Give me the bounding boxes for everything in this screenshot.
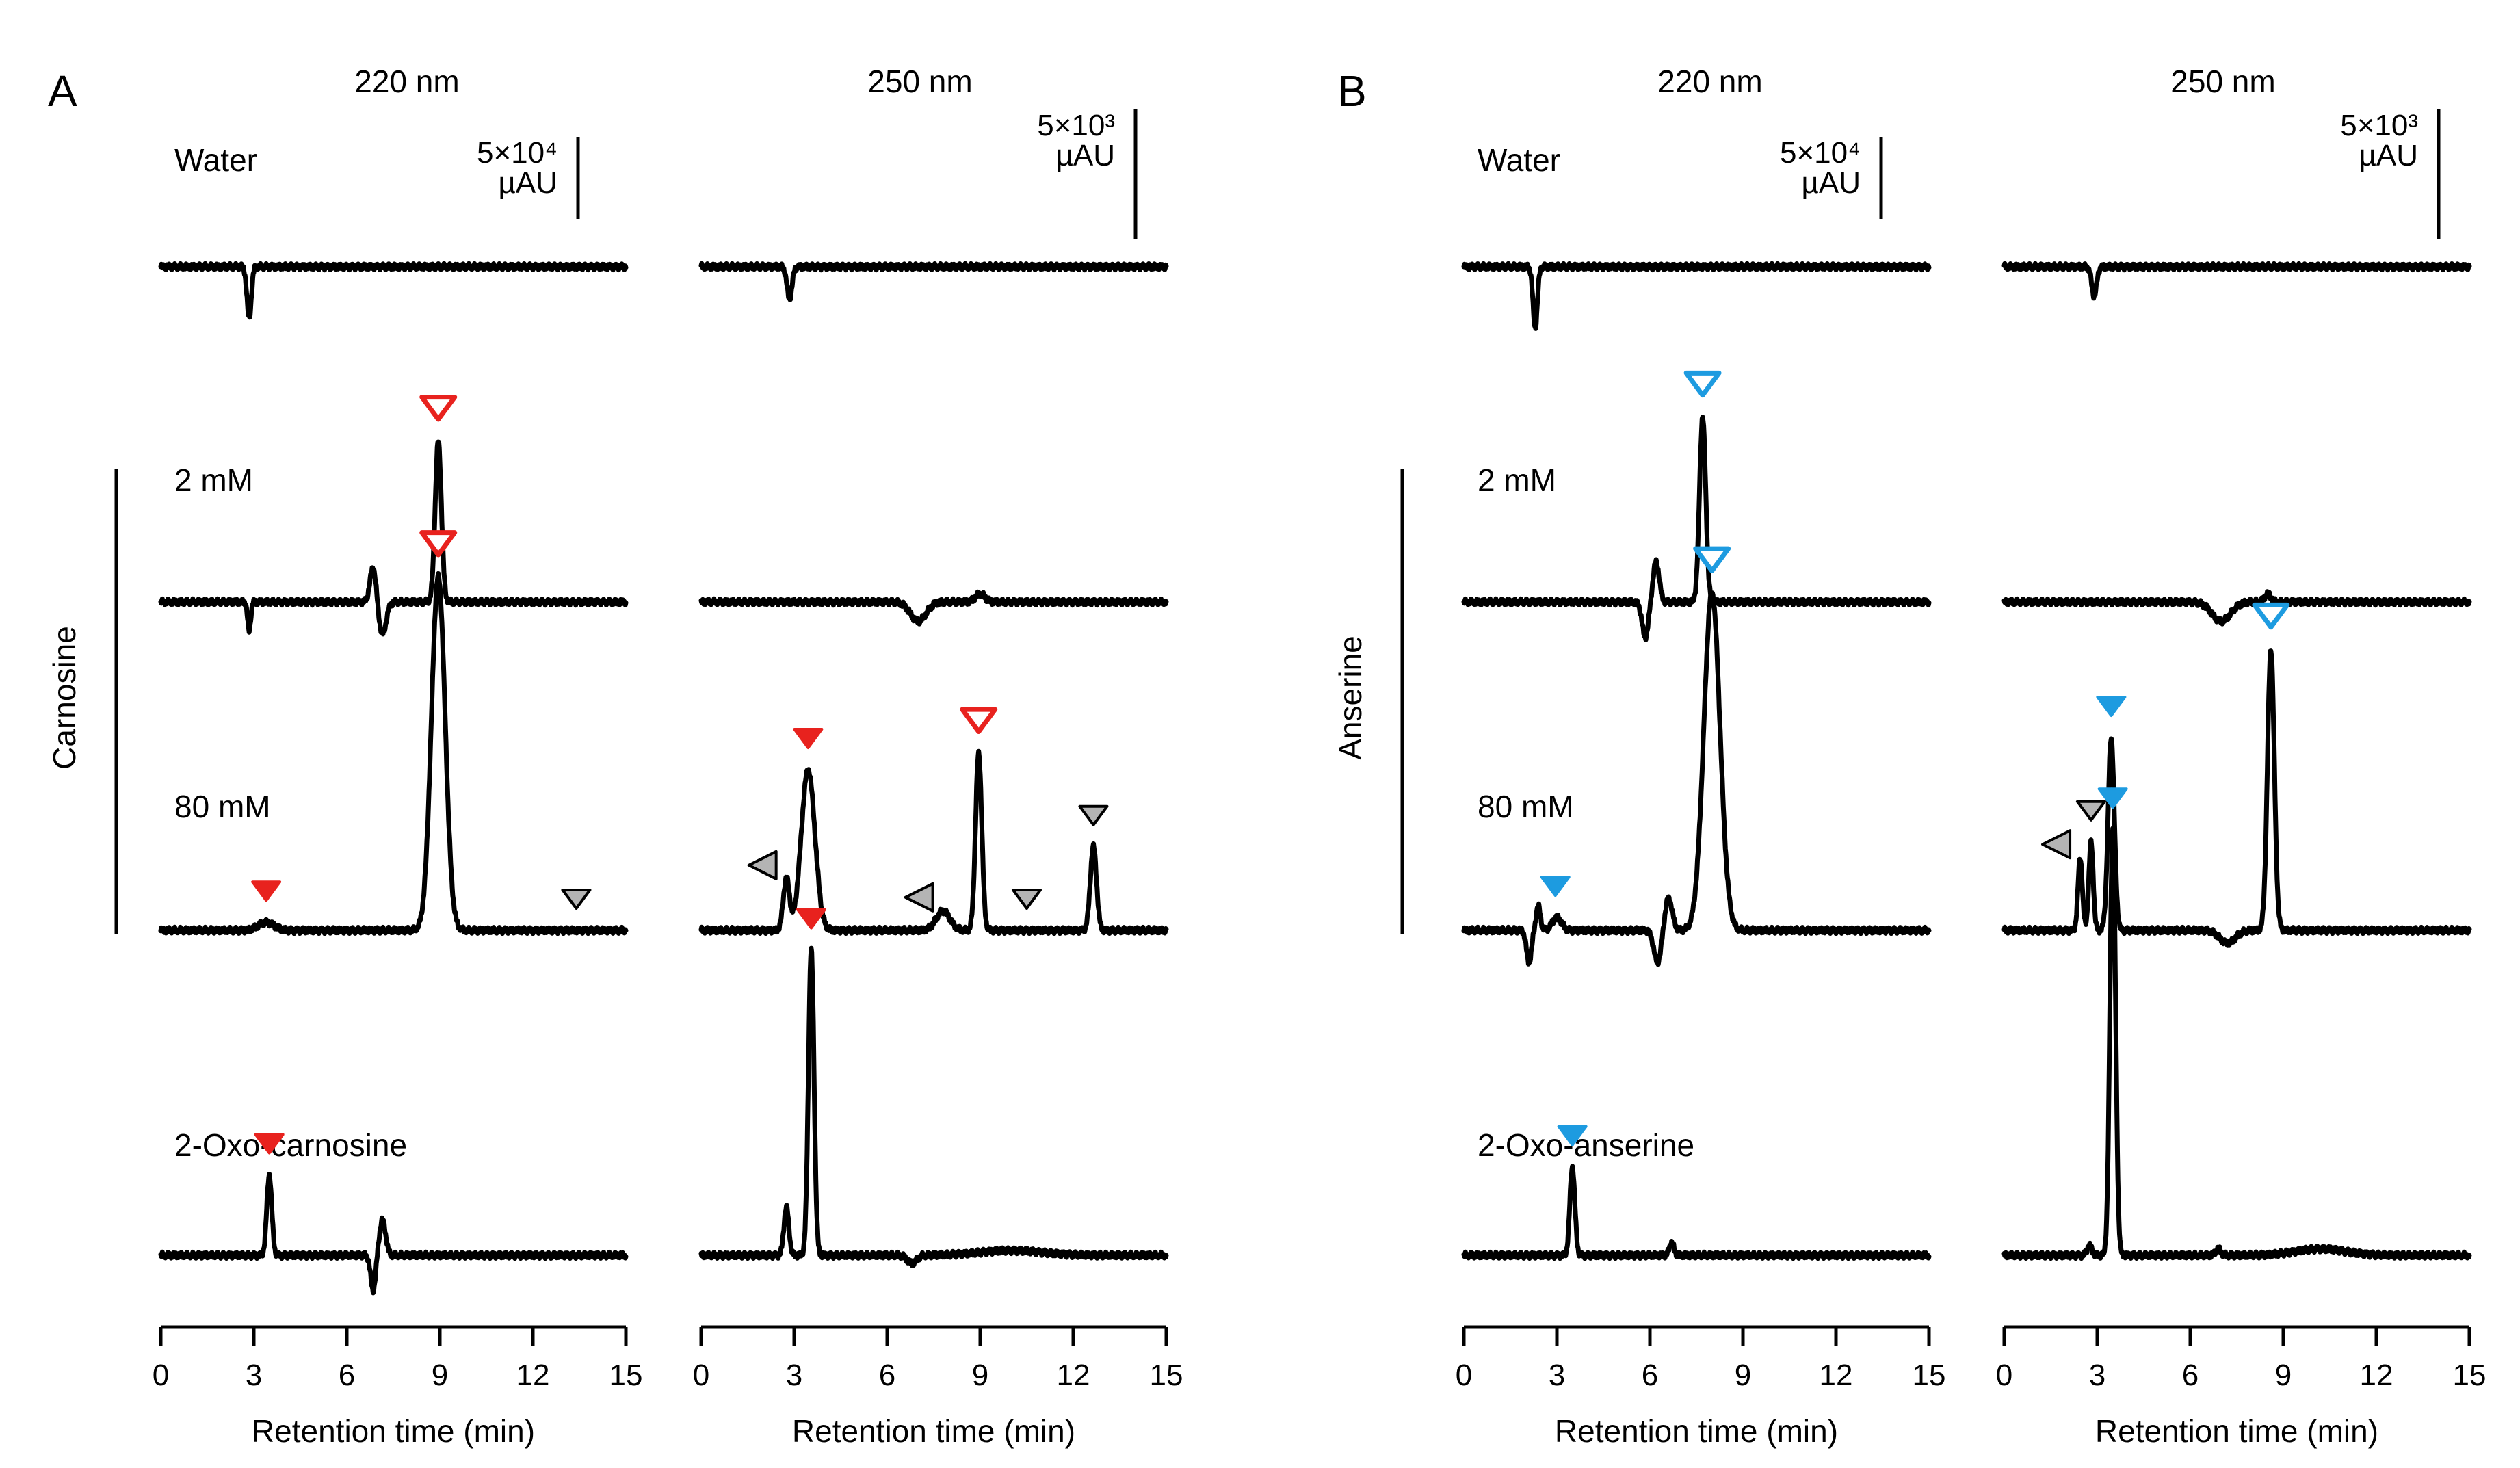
chromatogram-trace [2001, 261, 2472, 301]
row-label: 80 mM [1478, 789, 1574, 824]
chromatogram-trace [158, 571, 629, 936]
x-axis-label: Retention time (min) [1555, 1413, 1838, 1449]
scale-unit: µAU [499, 166, 557, 200]
peak-marker-gray-left [747, 850, 778, 880]
peak-marker-open [419, 395, 458, 422]
chromatogram-trace [1461, 415, 1932, 642]
x-tick-label: 3 [1549, 1359, 1565, 1392]
x-tick-label: 15 [609, 1359, 643, 1392]
peak-marker-filled [796, 908, 826, 930]
peak-marker-filled [1540, 876, 1571, 897]
wavelength-label: 250 nm [867, 64, 972, 99]
peak-marker-gray-left [904, 882, 934, 913]
chromatogram-trace [2001, 826, 2472, 1261]
row-label: 2-Oxo-anserine [1478, 1127, 1694, 1163]
x-tick-label: 0 [153, 1359, 169, 1392]
chromatogram-trace [698, 748, 1169, 936]
x-tick-label: 3 [2089, 1359, 2105, 1392]
chromatogram-trace [698, 945, 1169, 1268]
x-tick-label: 6 [879, 1359, 895, 1392]
wavelength-label: 220 nm [1657, 64, 1762, 99]
chromatogram-trace [158, 261, 629, 320]
x-tick-label: 12 [516, 1359, 550, 1392]
peak-marker-filled [2096, 696, 2127, 717]
peak-marker-gray-down [561, 889, 592, 910]
x-tick-label: 9 [2275, 1359, 2292, 1392]
x-tick-label: 9 [1735, 1359, 1751, 1392]
row-label: Water [1478, 142, 1560, 178]
scale-value: 5×10⁴ [1780, 136, 1861, 170]
x-tick-label: 0 [1996, 1359, 2012, 1392]
compound-label: Anserine [1333, 635, 1368, 760]
row-label: 2 mM [174, 462, 253, 498]
x-tick-label: 9 [972, 1359, 988, 1392]
peak-marker-open [2252, 602, 2290, 630]
x-tick-label: 3 [246, 1359, 262, 1392]
chromatogram-trace [2001, 589, 2472, 627]
scale-unit: µAU [1802, 166, 1861, 200]
x-axis-label: Retention time (min) [2095, 1413, 2378, 1449]
scale-unit: µAU [1056, 139, 1115, 172]
scale-value: 5×10³ [1037, 109, 1115, 142]
x-tick-label: 3 [786, 1359, 802, 1392]
peak-marker-gray-down [1012, 889, 1042, 910]
peak-marker-open [419, 530, 458, 558]
row-label: 2-Oxo-carnosine [174, 1127, 407, 1163]
chromatogram-trace [2001, 648, 2472, 948]
peak-marker-gray-down [1078, 804, 1109, 826]
x-tick-label: 6 [1642, 1359, 1658, 1392]
x-tick-label: 9 [432, 1359, 448, 1392]
chromatogram-trace [1461, 261, 1932, 331]
chromatogram-trace [158, 1172, 629, 1296]
scale-unit: µAU [2359, 139, 2418, 172]
scale-value: 5×10³ [2340, 109, 2418, 142]
row-label: 2 mM [1478, 462, 1556, 498]
peak-marker-open [960, 707, 998, 734]
wavelength-label: 250 nm [2170, 64, 2275, 99]
x-axis-label: Retention time (min) [252, 1413, 535, 1449]
chromatogram-trace [158, 439, 629, 637]
compound-label: Carnosine [47, 626, 82, 770]
peak-marker-gray-left [2041, 829, 2072, 860]
peak-marker-open [1683, 370, 1722, 398]
peak-marker-filled [1557, 1125, 1588, 1146]
peak-marker-filled [254, 1133, 285, 1155]
panel-letter: B [1337, 66, 1367, 116]
peak-marker-filled [251, 880, 282, 902]
x-tick-label: 15 [1150, 1359, 1183, 1392]
x-tick-label: 0 [1456, 1359, 1472, 1392]
row-label: Water [174, 142, 257, 178]
chromatogram-trace [698, 589, 1169, 627]
peak-marker-gray-down [2075, 800, 2106, 822]
x-tick-label: 0 [693, 1359, 709, 1392]
x-tick-label: 15 [2453, 1359, 2486, 1392]
scale-value: 5×10⁴ [477, 136, 557, 170]
x-tick-label: 12 [1057, 1359, 1090, 1392]
x-tick-label: 12 [1820, 1359, 1853, 1392]
wavelength-label: 220 nm [354, 64, 459, 99]
x-tick-label: 12 [2360, 1359, 2393, 1392]
peak-marker-filled [2097, 787, 2128, 809]
chromatogram-trace [698, 261, 1169, 302]
chromatogram-trace [1461, 590, 1932, 967]
x-axis-label: Retention time (min) [792, 1413, 1075, 1449]
x-tick-label: 15 [1913, 1359, 1946, 1392]
peak-marker-open [1693, 546, 1731, 573]
row-label: 80 mM [174, 789, 271, 824]
peak-marker-filled [793, 728, 824, 749]
chromatogram-trace [1461, 1164, 1932, 1261]
x-tick-label: 6 [339, 1359, 355, 1392]
panel-letter: A [48, 66, 77, 116]
x-tick-label: 6 [2182, 1359, 2199, 1392]
